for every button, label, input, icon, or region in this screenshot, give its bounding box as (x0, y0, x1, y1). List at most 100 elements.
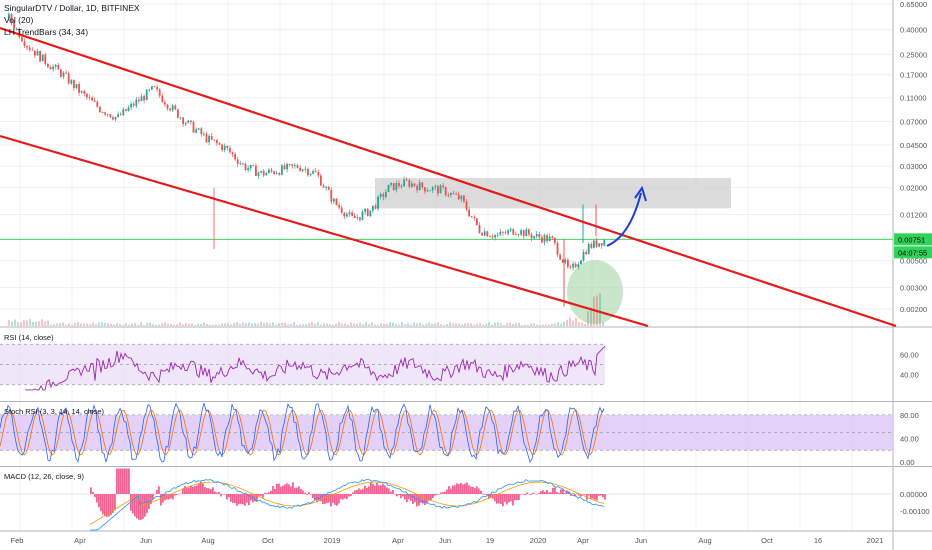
volume-bar (167, 323, 169, 326)
volume-bar (254, 323, 256, 326)
candle-body (483, 231, 486, 236)
volume-bar (65, 324, 67, 326)
candle-body (496, 234, 499, 236)
macd-histogram-bar (200, 481, 202, 494)
candle-body (249, 165, 252, 169)
macd-histogram-bar (108, 494, 110, 517)
macd-histogram-bar (472, 486, 474, 494)
volume-bar (344, 323, 346, 326)
macd-histogram-bar (284, 484, 286, 494)
volume-bar (533, 323, 535, 326)
volume-bar (359, 322, 361, 326)
macd-histogram-bar (340, 494, 342, 500)
volume-bar (263, 323, 265, 326)
candle-body (556, 243, 559, 255)
macd-histogram-bar (454, 485, 456, 494)
candle-body (197, 128, 200, 130)
volume-bar (158, 324, 160, 326)
macd-histogram-bar (262, 494, 264, 498)
volume-bar (302, 324, 304, 326)
countdown-badge (894, 246, 932, 259)
macd-histogram-bar (520, 494, 522, 495)
volume-bar (221, 323, 223, 326)
volume-bar (557, 322, 559, 326)
macd-histogram-bar (536, 494, 538, 495)
macd-histogram-bar (432, 494, 434, 498)
macd-histogram-bar (526, 492, 528, 494)
candle-body (138, 99, 140, 102)
candle-body (587, 244, 590, 255)
candle-body (379, 194, 382, 197)
volume-bar (545, 324, 547, 326)
volume-bar (305, 324, 307, 326)
volume-bar (497, 322, 499, 326)
candle-body (502, 231, 504, 233)
volume-bar (194, 324, 196, 326)
volume-bar (239, 323, 241, 326)
candles (8, 11, 606, 307)
candle-body (431, 187, 434, 191)
time-axis-tick: Jun (140, 536, 152, 545)
volume-bar (446, 323, 448, 326)
macd-histogram-bar (572, 493, 574, 494)
candle-body (151, 86, 153, 90)
macd-histogram-bar (268, 492, 270, 494)
macd-histogram-bar (334, 494, 336, 505)
volume-bar (272, 322, 274, 326)
volume-bar (527, 324, 529, 326)
volume-bar (338, 322, 340, 326)
macd-histogram-bar (332, 494, 334, 503)
macd-histogram-bar (270, 490, 272, 494)
candle-body (205, 133, 208, 143)
time-axis-tick: Oct (761, 536, 774, 545)
volume-bar (284, 322, 286, 326)
candle-body (437, 186, 439, 194)
candle-body (125, 109, 127, 111)
macd-histogram-bar (116, 468, 118, 494)
candle-body (184, 122, 187, 125)
volume-bar (269, 323, 271, 326)
macd-histogram-bar (570, 494, 572, 496)
macd-histogram-bar (266, 493, 268, 494)
macd-histogram-bar (524, 494, 526, 496)
volume-bar (185, 323, 187, 326)
macd-histogram-bar (140, 494, 142, 520)
price-axis-tick: 0.01200 (900, 211, 927, 220)
macd-histogram-bar (154, 494, 156, 495)
price-axis-tick: 0.02000 (900, 184, 927, 193)
candle-body (99, 106, 101, 113)
macd-histogram-bar (106, 494, 108, 517)
macd-signal-line (89, 481, 605, 525)
candle-body (41, 54, 44, 62)
macd-histogram-bar (138, 494, 140, 520)
volume-bar (152, 324, 154, 326)
candle-body (366, 208, 369, 217)
macd-histogram-bar (288, 484, 290, 494)
macd-histogram-bar (112, 494, 114, 513)
macd-histogram-bar (412, 494, 414, 504)
volume-bar (230, 324, 232, 326)
macd-histogram-bar (408, 494, 410, 500)
macd-histogram-bar (590, 494, 592, 499)
volume-bar (416, 323, 418, 326)
macd-histogram-bar (134, 494, 136, 517)
candle-body (476, 218, 478, 225)
volume-bar (329, 324, 331, 326)
volume-bar (191, 323, 193, 326)
candle-body (330, 189, 333, 202)
candle-body (10, 14, 13, 23)
candle-body (143, 96, 145, 101)
volume-bar (587, 311, 589, 326)
candle-body (405, 179, 408, 181)
volume-bar (215, 324, 217, 326)
macd-histogram-bar (598, 494, 600, 496)
candle-body (392, 182, 395, 191)
last-price-label: 0.00751 (898, 235, 925, 244)
candle-body (322, 185, 325, 188)
macd-histogram-bar (578, 494, 580, 496)
macd-histogram-bar (554, 487, 556, 494)
macd-histogram-bar (338, 494, 340, 504)
time-axis-tick: Jun (635, 536, 647, 545)
macd-histogram-bar (602, 494, 604, 498)
